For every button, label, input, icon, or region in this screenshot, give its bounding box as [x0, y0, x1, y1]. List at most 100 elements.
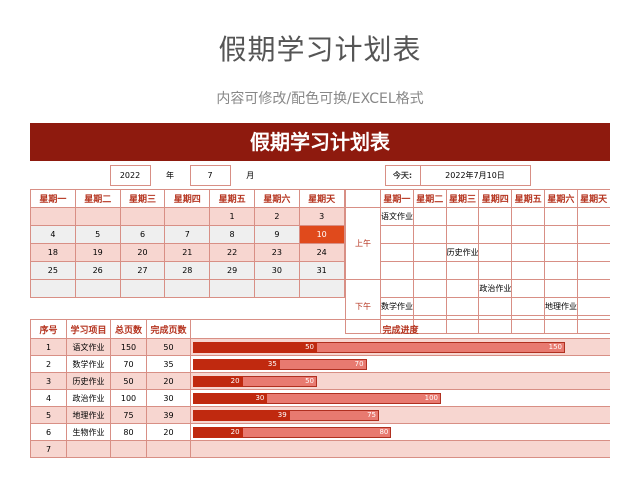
calendar-day[interactable]: [298, 279, 345, 298]
schedule-cell[interactable]: [478, 207, 513, 226]
calendar-day[interactable]: 10: [298, 225, 345, 244]
calendar-day[interactable]: 26: [74, 261, 121, 280]
calendar-day[interactable]: 3: [298, 207, 345, 226]
total-bar-label: 80: [379, 428, 389, 436]
schedule-cell[interactable]: [576, 225, 610, 244]
weekday-header: 星期二: [74, 189, 121, 208]
schedule-cell[interactable]: [478, 225, 513, 244]
calendar-day[interactable]: 5: [74, 225, 121, 244]
schedule-cell[interactable]: [445, 297, 480, 316]
calendar-day[interactable]: [30, 279, 76, 298]
calendar-day[interactable]: 31: [298, 261, 345, 280]
schedule-cell[interactable]: [412, 225, 447, 244]
total-pages: 80: [110, 423, 147, 441]
schedule-cell[interactable]: [478, 243, 513, 262]
calendar-day[interactable]: 6: [119, 225, 166, 244]
schedule-cell[interactable]: [511, 243, 545, 262]
schedule-cell[interactable]: [412, 261, 447, 280]
schedule-cell[interactable]: [445, 225, 480, 244]
calendar-week: 18 19 20 21 22 23 24: [30, 243, 345, 262]
year-cell[interactable]: 2022: [109, 165, 151, 186]
schedule-cell[interactable]: 语文作业: [380, 207, 414, 226]
schedule-cell[interactable]: [412, 207, 447, 226]
calendar-day[interactable]: 24: [298, 243, 345, 262]
schedule-cell[interactable]: [380, 279, 414, 298]
done-bar-label: 39: [277, 411, 287, 419]
calendar-day[interactable]: [74, 207, 121, 226]
schedule-cell[interactable]: [543, 261, 578, 280]
date-selector-row: 2022 年 7 月: [30, 165, 385, 186]
schedule-cell[interactable]: [543, 225, 578, 244]
calendar-day[interactable]: 23: [253, 243, 300, 262]
calendar-day[interactable]: 4: [30, 225, 76, 244]
progress-bar-cell: 20 50: [190, 372, 610, 390]
schedule-weekday-header: 星期一: [380, 189, 414, 208]
calendar-day[interactable]: [119, 207, 166, 226]
schedule-cell[interactable]: [380, 261, 414, 280]
progress-row: 4 政治作业 100 30 30 100: [30, 389, 610, 407]
schedule-cell[interactable]: [478, 297, 513, 316]
schedule-cell[interactable]: [511, 279, 545, 298]
corner-cell: [345, 189, 381, 208]
calendar-day[interactable]: [164, 279, 211, 298]
schedule-cell[interactable]: [380, 225, 414, 244]
schedule-cell[interactable]: [445, 279, 480, 298]
schedule-row: [346, 225, 610, 244]
am-label: 上午: [345, 207, 381, 280]
schedule-cell[interactable]: [511, 261, 545, 280]
calendar-day[interactable]: 1: [209, 207, 255, 226]
schedule-cell[interactable]: [511, 207, 545, 226]
month-cell[interactable]: 7: [189, 165, 231, 186]
schedule-cell[interactable]: [576, 261, 610, 280]
calendar-day[interactable]: [30, 207, 76, 226]
schedule-cell[interactable]: [511, 225, 545, 244]
calendar-day[interactable]: 19: [74, 243, 121, 262]
calendar-day[interactable]: 20: [119, 243, 166, 262]
calendar-day[interactable]: 18: [30, 243, 76, 262]
calendar-day[interactable]: [209, 279, 255, 298]
schedule-cell[interactable]: [380, 243, 414, 262]
schedule-cell[interactable]: [543, 243, 578, 262]
calendar-day[interactable]: 7: [164, 225, 211, 244]
done-pages: 20: [146, 423, 191, 441]
calendar-day[interactable]: 25: [30, 261, 76, 280]
schedule-cell[interactable]: [576, 279, 610, 298]
calendar-day[interactable]: 21: [164, 243, 211, 262]
total-bar-label: 150: [548, 343, 562, 351]
total-pages: 75: [110, 406, 147, 424]
study-item: 生物作业: [66, 423, 111, 441]
calendar-day[interactable]: 9: [253, 225, 300, 244]
study-item: 语文作业: [66, 338, 111, 356]
calendar-day[interactable]: [164, 207, 211, 226]
calendar-day[interactable]: 29: [209, 261, 255, 280]
calendar-day[interactable]: 28: [164, 261, 211, 280]
schedule-cell[interactable]: [412, 279, 447, 298]
schedule-cell[interactable]: 数学作业: [380, 297, 414, 316]
calendar-day[interactable]: [253, 279, 300, 298]
schedule-cell[interactable]: [511, 297, 545, 316]
calendar-day[interactable]: 27: [119, 261, 166, 280]
calendar-day[interactable]: 22: [209, 243, 255, 262]
calendar-day[interactable]: 2: [253, 207, 300, 226]
calendar-day[interactable]: 30: [253, 261, 300, 280]
schedule-cell[interactable]: [543, 279, 578, 298]
schedule-cell[interactable]: [576, 207, 610, 226]
schedule-cell[interactable]: 地理作业: [543, 297, 578, 316]
progress-header: 完成进度: [190, 319, 610, 339]
schedule-cell[interactable]: 历史作业: [445, 243, 480, 262]
done-bar: [193, 359, 280, 370]
today-row: 今天: 2022年7月10日: [345, 165, 531, 186]
progress-row: 3 历史作业 50 20 20 50: [30, 372, 610, 390]
schedule-cell[interactable]: 政治作业: [478, 279, 513, 298]
schedule-cell[interactable]: [445, 261, 480, 280]
calendar-day[interactable]: 8: [209, 225, 255, 244]
schedule-cell[interactable]: [576, 297, 610, 316]
calendar-day[interactable]: [119, 279, 166, 298]
schedule-cell[interactable]: [412, 243, 447, 262]
schedule-cell[interactable]: [543, 207, 578, 226]
schedule-cell[interactable]: [478, 261, 513, 280]
schedule-cell[interactable]: [445, 207, 480, 226]
schedule-cell[interactable]: [576, 243, 610, 262]
calendar-day[interactable]: [74, 279, 121, 298]
schedule-cell[interactable]: [412, 297, 447, 316]
